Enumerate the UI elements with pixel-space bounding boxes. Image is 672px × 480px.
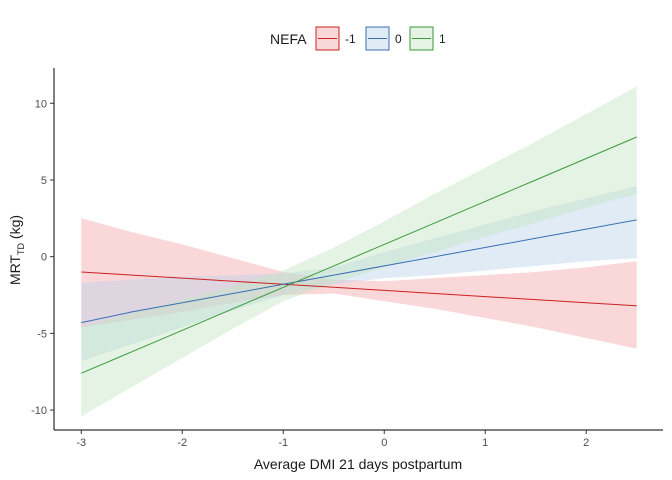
line-nefa--1 bbox=[81, 271, 637, 307]
legend: NEFA -1 0 1 bbox=[270, 26, 446, 51]
band-nefa--1 bbox=[81, 218, 637, 349]
band-nefa-0 bbox=[81, 186, 637, 361]
x-tick-label: -3 bbox=[76, 437, 86, 449]
legend-title: NEFA bbox=[270, 31, 307, 47]
y-axis-title: MRTTD (kg) bbox=[7, 215, 26, 285]
x-tick-label: -2 bbox=[177, 437, 187, 449]
y-tick-label: -10 bbox=[31, 405, 47, 417]
y-axis-title-unit: (kg) bbox=[7, 215, 23, 243]
x-tick-label: 2 bbox=[583, 437, 589, 449]
legend-label-nefa-1: 1 bbox=[439, 32, 446, 46]
y-tick-label: -5 bbox=[37, 328, 47, 340]
legend-label-nefa--1: -1 bbox=[345, 32, 356, 46]
line-nefa-1 bbox=[81, 136, 637, 374]
x-tick-label: 1 bbox=[482, 437, 488, 449]
y-tick-label: 0 bbox=[41, 252, 47, 264]
x-tick-label: -1 bbox=[278, 437, 288, 449]
y-axis-title-sub: TD bbox=[16, 242, 26, 254]
y-tick-label: 5 bbox=[41, 175, 47, 187]
legend-item-nefa-0: 0 bbox=[365, 26, 402, 51]
legend-item-nefa-1: 1 bbox=[409, 26, 446, 51]
y-tick-label: 10 bbox=[35, 98, 47, 110]
confidence-bands bbox=[81, 86, 637, 417]
y-axis-title-main: MRT bbox=[7, 255, 23, 286]
legend-item-nefa--1: -1 bbox=[315, 26, 356, 51]
legend-label-nefa-0: 0 bbox=[395, 32, 402, 46]
x-axis-title: Average DMI 21 days postpartum bbox=[254, 456, 462, 472]
line-nefa-0 bbox=[81, 219, 637, 324]
band-nefa-1 bbox=[81, 86, 637, 417]
series-lines bbox=[81, 136, 637, 374]
x-tick-label: 0 bbox=[381, 437, 387, 449]
